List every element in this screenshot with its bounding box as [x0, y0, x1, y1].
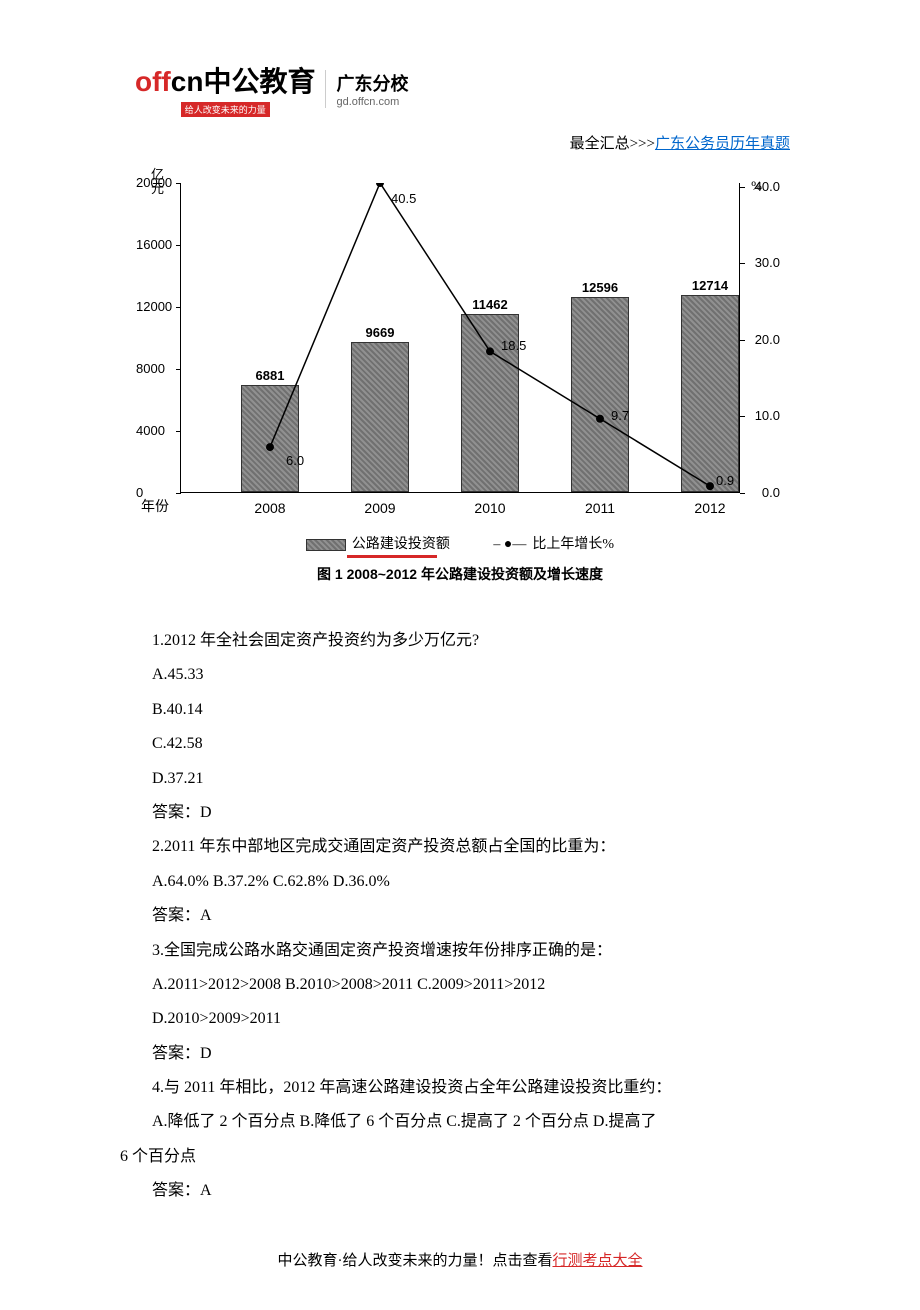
bar: 6881	[241, 385, 299, 492]
q2-opts: A.64.0% B.37.2% C.62.8% D.36.0%	[120, 865, 800, 899]
bar-value-label: 9669	[352, 325, 408, 340]
y-right-tick-label: 0.0	[762, 485, 780, 500]
questions-content: 1.2012 年全社会固定资产投资约为多少万亿元? A.45.33 B.40.1…	[0, 604, 920, 1209]
bar: 12714	[681, 295, 739, 492]
line-point-label: 18.5	[501, 338, 526, 353]
x-category-label: 2008	[241, 500, 299, 516]
logo-branch: 广东分校 gd.offcn.com	[336, 70, 408, 108]
logo-cn: 中公教育	[203, 67, 315, 98]
q1-opt-b: B.40.14	[120, 693, 800, 727]
footer-link[interactable]: 行测考点大全	[552, 1253, 642, 1269]
legend-line-label: 比上年增长%	[532, 537, 614, 552]
y-right-tick-label: 40.0	[755, 179, 780, 194]
line-point-label: 6.0	[286, 453, 304, 468]
q2-text: 2.2011 年东中部地区完成交通固定资产投资总额占全国的比重为：	[120, 830, 800, 864]
chart-caption: 图 1 2008~2012 年公路建设投资额及增长速度	[180, 564, 740, 584]
bar-value-label: 6881	[242, 368, 298, 383]
bar: 12596	[571, 297, 629, 492]
y-left-tick-label: 8000	[136, 361, 165, 376]
y-right-tick-label: 20.0	[755, 332, 780, 347]
y-right-tick-label: 30.0	[755, 255, 780, 270]
y-left-tick-label: 20000	[136, 175, 172, 190]
logo-divider	[325, 70, 326, 108]
legend-underline	[347, 555, 437, 558]
footer-text: 中公教育·给人改变未来的力量！点击查看	[277, 1253, 552, 1269]
q4-text: 4.与 2011 年相比，2012 年高速公路建设投资占全年公路建设投资比重约：	[120, 1071, 800, 1105]
legend-bar-swatch	[306, 539, 346, 551]
legend-bar-label: 公路建设投资额	[352, 537, 450, 552]
logo-main: offcn中公教育	[135, 60, 315, 100]
chart-plot-area: 亿元 % 年份 040008000120001600020000 0.010.0…	[180, 183, 740, 493]
x-category-label: 2009	[351, 500, 409, 516]
y-left-tick-label: 16000	[136, 237, 172, 252]
branch-url: gd.offcn.com	[336, 96, 408, 108]
x-category-label: 2012	[681, 500, 739, 516]
q1-text: 1.2012 年全社会固定资产投资约为多少万亿元?	[120, 624, 800, 658]
line-point-label: 0.9	[716, 473, 734, 488]
bar: 9669	[351, 342, 409, 492]
page-header: offcn中公教育 给人改变未来的力量 广东分校 gd.offcn.com	[0, 0, 920, 127]
logo-black-text1: cn	[171, 66, 204, 97]
chart-figure: 亿元 % 年份 040008000120001600020000 0.010.0…	[180, 183, 740, 584]
q4-answer: 答案：A	[120, 1174, 800, 1208]
x-axis-title: 年份	[141, 496, 169, 516]
bar-value-label: 11462	[462, 297, 518, 312]
page-footer: 中公教育·给人改变未来的力量！点击查看行测考点大全	[0, 1249, 920, 1310]
logo-slogan: 给人改变未来的力量	[181, 102, 270, 117]
q1-opt-d: D.37.21	[120, 762, 800, 796]
top-link-row: 最全汇总>>>广东公务员历年真题	[0, 132, 920, 153]
logo-offcn: offcn中公教育 给人改变未来的力量	[135, 60, 315, 117]
line-point-label: 9.7	[611, 408, 629, 423]
y-left-tick-label: 12000	[136, 299, 172, 314]
y-left-tick-label: 4000	[136, 423, 165, 438]
top-link-prefix: 最全汇总>>>	[570, 136, 655, 152]
q3-text: 3.全国完成公路水路交通固定资产投资增速按年份排序正确的是：	[120, 934, 800, 968]
q1-opt-a: A.45.33	[120, 658, 800, 692]
x-category-label: 2010	[461, 500, 519, 516]
q3-opt-d: D.2010>2009>2011	[120, 1002, 800, 1036]
q3-answer: 答案：D	[120, 1037, 800, 1071]
q4-opts-line2: 6 个百分点	[120, 1140, 800, 1174]
y-left-tick-label: 0	[136, 485, 143, 500]
logo-red-text: off	[135, 66, 171, 97]
q3-opts-abc: A.2011>2012>2008 B.2010>2008>2011 C.2009…	[120, 968, 800, 1002]
q1-opt-c: C.42.58	[120, 727, 800, 761]
line-point-label: 40.5	[391, 191, 416, 206]
bar-value-label: 12714	[682, 278, 738, 293]
y-right-tick-label: 10.0	[755, 408, 780, 423]
past-papers-link[interactable]: 广东公务员历年真题	[655, 136, 790, 152]
chart-legend: 公路建设投资额 – ●— 比上年增长%	[180, 533, 740, 558]
q1-answer: 答案：D	[120, 796, 800, 830]
legend-line-swatch: – ●—	[493, 537, 526, 553]
q2-answer: 答案：A	[120, 899, 800, 933]
branch-title: 广东分校	[336, 70, 408, 96]
x-category-label: 2011	[571, 500, 629, 516]
bar-value-label: 12596	[572, 280, 628, 295]
q4-opts-line1: A.降低了 2 个百分点 B.降低了 6 个百分点 C.提高了 2 个百分点 D…	[120, 1105, 800, 1139]
